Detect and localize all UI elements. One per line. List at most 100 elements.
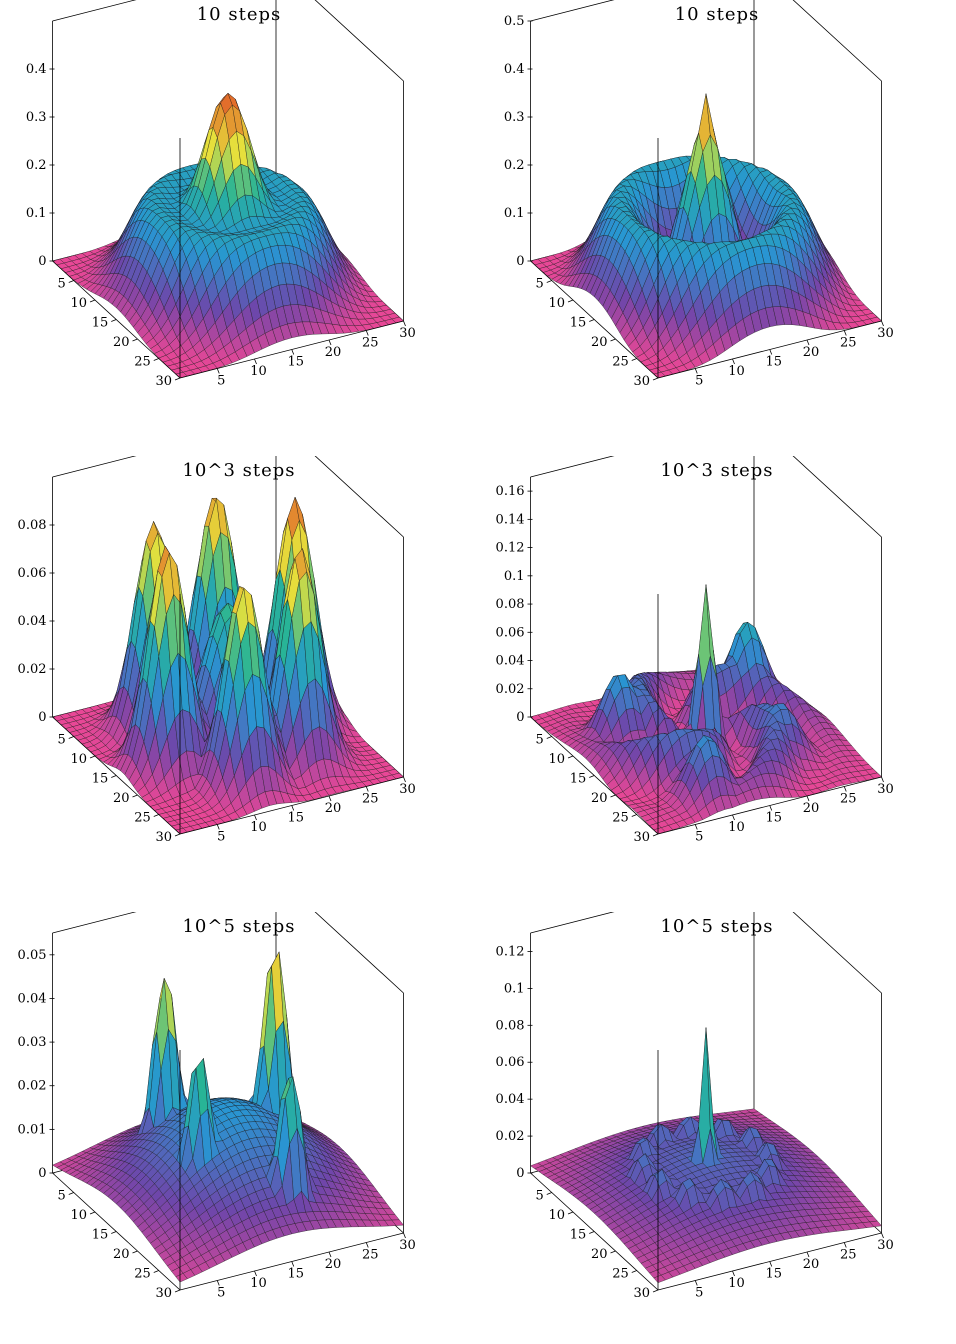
x-tick-label: 25: [362, 792, 379, 807]
x-tick-label: 25: [840, 336, 857, 351]
y-tick-label: 5: [57, 1189, 65, 1204]
surface-plot: 0 0.02 0.04 0.06 0.08 0.1 0.12 0.14 0.16 5 10 15 20 2…: [478, 456, 956, 888]
z-tick-label: 0.01: [18, 1122, 47, 1137]
x-tick-label: 15: [765, 811, 782, 826]
surface-plot: 00.010.020.030.040.055101520253051015202…: [0, 912, 478, 1344]
z-tick-label: 0.05: [18, 948, 47, 963]
z-tick-label: 0.14: [496, 512, 525, 527]
x-tick-label: 10: [250, 1276, 267, 1291]
y-tick-label: 15: [92, 316, 109, 331]
y-tick-label: 10: [548, 296, 565, 311]
z-tick-label: 0: [38, 1166, 46, 1181]
y-tick-label: 20: [113, 335, 130, 350]
y-tick-label: 30: [155, 374, 172, 389]
y-tick-label: 10: [70, 752, 87, 767]
z-tick-label: 0.02: [18, 662, 47, 677]
y-tick-label: 10: [548, 752, 565, 767]
x-tick-label: 30: [399, 782, 416, 797]
x-tick-label: 5: [217, 830, 225, 845]
x-tick-label: 5: [217, 374, 225, 389]
z-tick-label: 0.4: [26, 62, 47, 77]
x-tick-label: 5: [695, 374, 703, 389]
y-tick-label: 5: [535, 277, 543, 292]
x-tick-label: 20: [325, 1257, 342, 1272]
z-tick-label: 0.04: [18, 614, 47, 629]
x-tick-label: 30: [399, 326, 416, 341]
x-tick-label: 20: [325, 345, 342, 360]
x-tick-label: 15: [287, 811, 304, 826]
z-tick-label: 0.04: [18, 991, 47, 1006]
z-tick-label: 0.02: [496, 682, 525, 697]
x-tick-label: 30: [399, 1238, 416, 1253]
z-axis: 00.10.20.30.40.5: [504, 14, 533, 269]
x-tick-label: 25: [840, 792, 857, 807]
z-tick-label: 0.06: [496, 625, 525, 640]
y-tick-label: 30: [155, 830, 172, 845]
x-tick-label: 25: [362, 1248, 379, 1263]
y-tick-label: 20: [591, 335, 608, 350]
y-tick-label: 5: [57, 277, 65, 292]
z-tick-label: 0.03: [18, 1035, 47, 1050]
x-tick-label: 10: [728, 364, 745, 379]
y-tick-label: 10: [70, 296, 87, 311]
y-tick-label: 25: [612, 355, 629, 370]
y-tick-label: 30: [633, 374, 650, 389]
z-tick-label: 0.3: [26, 110, 47, 125]
x-tick-label: 20: [325, 801, 342, 816]
y-tick-label: 30: [155, 1286, 172, 1301]
z-tick-label: 0: [38, 254, 46, 269]
z-tick-label: 0.16: [496, 484, 525, 499]
z-tick-label: 0.04: [496, 654, 525, 669]
surface: [53, 93, 404, 378]
z-axis: 0 0.1 0.2 0.3 0.4: [26, 62, 55, 269]
y-tick-label: 5: [57, 733, 65, 748]
z-tick-label: 0.4: [504, 62, 525, 77]
x-tick-label: 20: [803, 801, 820, 816]
z-tick-label: 0.06: [18, 566, 47, 581]
y-tick-label: 15: [570, 772, 587, 787]
z-tick-label: 0.3: [504, 110, 525, 125]
x-tick-label: 5: [217, 1286, 225, 1301]
y-tick-label: 25: [134, 355, 151, 370]
z-tick-label: 0.08: [496, 597, 525, 612]
z-tick-label: 0.2: [26, 158, 47, 173]
x-tick-label: 30: [877, 782, 894, 797]
y-tick-label: 15: [92, 1228, 109, 1243]
z-tick-label: 0.1: [26, 206, 47, 221]
y-tick-label: 25: [612, 811, 629, 826]
z-tick-label: 0.02: [18, 1079, 47, 1094]
z-tick-label: 0.1: [504, 569, 525, 584]
x-tick-label: 25: [362, 336, 379, 351]
surface-plot: 0 0.1 0.2 0.3 0.4 5 10 15 20 25 30 5 10 15 20 25 30: [0, 0, 478, 432]
y-tick-label: 10: [70, 1208, 87, 1223]
z-tick-label: 0.5: [504, 14, 525, 29]
x-tick-label: 5: [695, 830, 703, 845]
x-tick-label: 10: [728, 820, 745, 835]
y-tick-label: 20: [113, 1247, 130, 1262]
surface: [531, 94, 882, 378]
x-tick-label: 10: [250, 364, 267, 379]
y-tick-label: 25: [134, 811, 151, 826]
x-tick-label: 15: [765, 355, 782, 370]
z-axis: 0 0.01 0.02 0.03 0.04 0.05: [18, 948, 55, 1181]
z-tick-label: 0.12: [496, 541, 525, 556]
z-tick-label: 0: [38, 710, 46, 725]
x-tick-label: 15: [287, 355, 304, 370]
x-tick-label: 20: [803, 345, 820, 360]
x-tick-label: 10: [250, 820, 267, 835]
z-tick-label: 0: [516, 710, 524, 725]
z-axis: 0 0.02 0.04 0.06 0.08 0.1 0.12 0.14 0.16: [496, 484, 533, 725]
y-tick-label: 20: [113, 791, 130, 806]
y-tick-label: 5: [535, 733, 543, 748]
z-tick-label: 0.08: [18, 518, 47, 533]
y-tick-label: 20: [591, 791, 608, 806]
x-tick-label: 15: [287, 1267, 304, 1282]
y-tick-label: 15: [570, 316, 587, 331]
